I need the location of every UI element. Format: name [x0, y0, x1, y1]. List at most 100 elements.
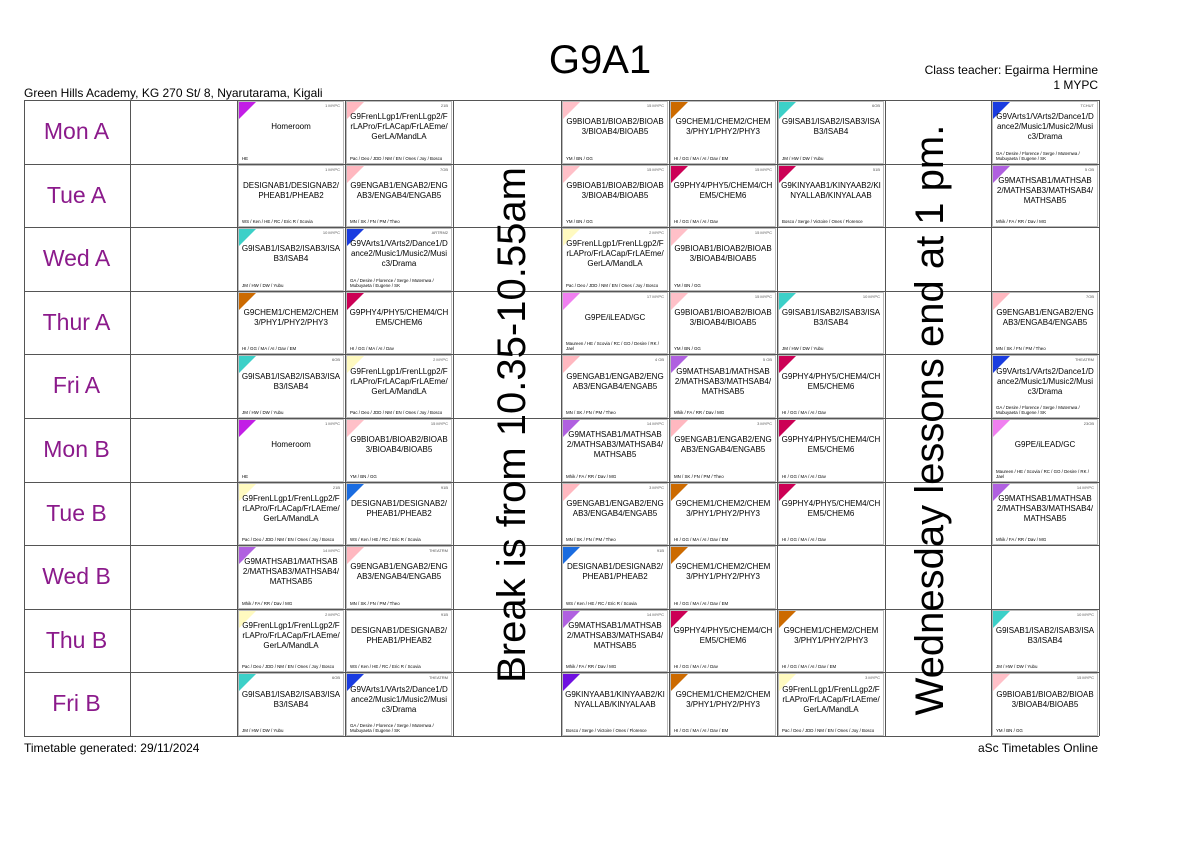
lesson-cell[interactable]: 91B DESIGNAB1/DESIGNAB2/PHEAB1/PHEAB2 WS /…	[346, 609, 452, 673]
subject-color-marker	[779, 483, 796, 501]
lesson-cell[interactable]: 14 MYPC G9MATHSAB1/MATHSAB2/MATHSAB3/MATH…	[562, 419, 668, 482]
grid-hline	[24, 163, 1099, 165]
subject-color-marker	[671, 420, 688, 437]
subject-color-marker	[347, 229, 364, 247]
lesson-cell[interactable]: 91B DESIGNAB1/DESIGNAB2/PHEAB1/PHEAB2 WS /…	[562, 546, 668, 609]
lesson-cell[interactable]: 1 MYPC Homeroom HE	[238, 101, 344, 164]
lesson-cell[interactable]: 15 MYPC G9PHY4/PHY5/CHEM4/CHEM5/CHEM6 HI /…	[670, 164, 776, 228]
lesson-subject: G9PHY4/PHY5/CHEM4/CHEM5/CHEM6	[781, 371, 881, 391]
lesson-cell[interactable]: 6OB G9ISAB1/ISAB2/ISAB3/ISAB3/ISAB4 JM / H…	[238, 673, 344, 736]
lesson-cell[interactable]: 10 MYPC G9ISAB1/ISAB2/ISAB3/ISAB3/ISAB4 JM…	[992, 609, 1098, 673]
subject-color-marker	[239, 547, 256, 565]
lesson-cell[interactable]: 2 MYPC G9FrenLLgp1/FrenLLgp2/FrLAPro/FrLA…	[238, 609, 344, 673]
lesson-room: 14 MYPC	[1076, 484, 1094, 490]
lesson-cell[interactable]: 7OB G9ENGAB1/ENGAB2/ENGAB3/ENGAB4/ENGAB5 M…	[346, 164, 452, 228]
lesson-cell[interactable]: THEATRM G9VArts1/VArts2/Dance1/Dance2/Mus…	[346, 673, 452, 736]
day-label: Wed B	[42, 563, 111, 590]
lesson-room: 15 MYPC	[646, 103, 664, 108]
lesson-cell[interactable]: THEATRM G9VArts1/VArts2/Dance1/Dance2/Mus…	[992, 355, 1098, 418]
lesson-cell[interactable]: G9PHY4/PHY5/CHEM4/CHEM5/CHEM6 HI / GG / M…	[670, 609, 776, 673]
lesson-cell[interactable]: 3 MYPC G9ENGAB1/ENGAB2/ENGAB3/ENGAB4/ENGA…	[562, 482, 668, 546]
lesson-room: 15 MYPC	[754, 293, 772, 299]
lesson-cell[interactable]: TCHUT G9VArts1/VArts2/Dance1/Dance2/Music…	[992, 101, 1098, 164]
lesson-cell[interactable]: 4 OB G9ENGAB1/ENGAB2/ENGAB3/ENGAB4/ENGAB5…	[562, 355, 668, 418]
lesson-teachers: MN / SK / FN / PM / Theo	[350, 600, 400, 606]
lesson-room: 17 MYPC	[646, 293, 664, 299]
lesson-cell[interactable]: G9CHEM1/CHEM2/CHEM3/PHY1/PHY2/PHY3 HI / G…	[778, 609, 884, 673]
day-label: Mon B	[43, 436, 110, 462]
lesson-cell[interactable]: G9PHY4/PHY5/CHEM4/CHEM5/CHEM6 HI / GG / M…	[778, 482, 884, 546]
lesson-cell[interactable]: 15 MYPC G9BIOAB1/BIOAB2/BIOAB3/BIOAB4/BIO…	[562, 101, 668, 164]
subject-color-marker	[779, 356, 796, 374]
class-teacher: Class teacher: Egairma Hermine	[924, 63, 1098, 77]
lesson-cell[interactable]: 23OB G9PE/iLEAD/GC Maureen / HE / Scovia /…	[992, 419, 1098, 482]
day-label: Thu B	[45, 626, 108, 653]
lesson-cell[interactable]: 15 MYPC G9BIOAB1/BIOAB2/BIOAB3/BIOAB4/BIO…	[670, 228, 776, 291]
lesson-cell[interactable]: G9PHY4/PHY5/CHEM4/CHEM5/CHEM6 HI / GG / M…	[778, 419, 884, 482]
lesson-cell[interactable]: 1 MYPC Homeroom HE	[238, 419, 344, 482]
lesson-cell[interactable]: 1 MYPC DESIGNAB1/DESIGNAB2/PHEAB1/PHEAB2 W…	[238, 164, 344, 228]
day-label: Mon A	[43, 118, 110, 144]
lesson-cell[interactable]: 3 MYPC G9FrenLLgp1/FrenLLgp2/FrLAPro/FrLA…	[778, 673, 884, 736]
lesson-cell[interactable]: 91B DESIGNAB1/DESIGNAB2/PHEAB1/PHEAB2 WS /…	[346, 482, 452, 546]
lesson-room: 14 MYPC	[322, 548, 340, 554]
lesson-room: 10 MYPC	[862, 293, 880, 299]
lesson-cell[interactable]: G9KINYAAB1/KINYAAB2/KINYALLAB/KINYALAAB B…	[562, 673, 668, 736]
lesson-cell[interactable]: G9PHY4/PHY5/CHEM4/CHEM5/CHEM6 HI / GG / M…	[346, 291, 452, 355]
lesson-cell[interactable]: 2 MYPC G9FrenLLgp1/FrenLLgp2/FrLAPro/FrLA…	[346, 355, 452, 418]
lesson-cell[interactable]: 15 MYPC G9BIOAB1/BIOAB2/BIOAB3/BIOAB4/BIO…	[562, 164, 668, 228]
day-label: Fri B	[52, 690, 101, 717]
lesson-cell[interactable]: THEATRM G9ENGAB1/ENGAB2/ENGAB3/ENGAB4/ENG…	[346, 546, 452, 609]
lesson-room: 6OB	[331, 357, 340, 363]
lesson-subject: G9FrenLLgp1/FrenLLgp2/FrLAPro/FrLACap/Fr…	[782, 684, 880, 714]
lesson-cell[interactable]: 14 MYPC G9MATHSAB1/MATHSAB2/MATHSAB3/MATH…	[562, 609, 668, 673]
lesson-subject: G9ENGAB1/ENGAB2/ENGAB3/ENGAB4/ENGAB5	[350, 180, 448, 200]
lesson-cell[interactable]: G9PHY4/PHY5/CHEM4/CHEM5/CHEM6 HI / GG / M…	[778, 355, 884, 418]
lesson-teachers: WS / Ken / HE / RC / Eric R / Scovia	[566, 600, 637, 606]
lesson-cell[interactable]: 6OB G9ISAB1/ISAB2/ISAB3/ISAB3/ISAB4 JM / H…	[238, 355, 344, 418]
subject-color-marker	[347, 102, 364, 119]
lesson-cell[interactable]: ARTRM2 G9VArts1/VArts2/Dance1/Dance2/Musi…	[346, 228, 452, 291]
lesson-cell[interactable]: 21B G9FrenLLgp1/FrenLLgp2/FrLAPro/FrLACap…	[346, 101, 452, 164]
lesson-cell[interactable]: G9CHEM1/CHEM2/CHEM3/PHY1/PHY2/PHY3 HI / G…	[670, 101, 776, 164]
lesson-cell[interactable]: 5 OB G9MATHSAB1/MATHSAB2/MATHSAB3/MATHSAB…	[670, 355, 776, 418]
lesson-subject: G9FrenLLgp1/FrenLLgp2/FrLAPro/FrLACap/Fr…	[566, 239, 664, 269]
lesson-cell[interactable]: G9CHEM1/CHEM2/CHEM3/PHY1/PHY2/PHY3 HI / G…	[670, 546, 776, 609]
lesson-room: TCHUT	[1080, 103, 1094, 108]
lesson-cell[interactable]: 6OB G9ISAB1/ISAB2/ISAB3/ISAB3/ISAB4 JM / H…	[778, 101, 884, 164]
lesson-cell[interactable]: 17 MYPC G9PE/iLEAD/GC Maureen / HE / Scovi…	[562, 291, 668, 355]
lesson-room: 91B	[656, 548, 664, 554]
subject-color-marker	[563, 547, 580, 565]
lesson-cell[interactable]: 2 MYPC G9FrenLLgp1/FrenLLgp2/FrLAPro/FrLA…	[562, 228, 668, 291]
lesson-teachers: JM / HW / DW / Yubu	[242, 727, 284, 733]
lesson-cell[interactable]: 51B G9KINYAAB1/KINYAAB2/KINYALLAB/KINYALA…	[778, 164, 884, 228]
lesson-cell[interactable]: 10 MYPC G9ISAB1/ISAB2/ISAB3/ISAB3/ISAB4 JM…	[778, 291, 884, 355]
lesson-cell[interactable]: 15 MYPC G9BIOAB1/BIOAB2/BIOAB3/BIOAB4/BIO…	[670, 291, 776, 355]
subject-color-marker	[347, 356, 364, 374]
lesson-room: 15 MYPC	[754, 230, 772, 236]
lesson-teachers: WS / Ken / HE / RC / Eric R / Scovia	[242, 219, 313, 225]
lesson-cell[interactable]: G9CHEM1/CHEM2/CHEM3/PHY1/PHY2/PHY3 HI / G…	[670, 673, 776, 736]
lesson-subject: G9FrenLLgp1/FrenLLgp2/FrLAPro/FrLACap/Fr…	[350, 112, 448, 142]
lesson-cell[interactable]: G9CHEM1/CHEM2/CHEM3/PHY1/PHY2/PHY3 HI / G…	[670, 482, 776, 546]
lesson-subject: G9CHEM1/CHEM2/CHEM3/PHY1/PHY2/PHY3	[675, 562, 771, 582]
lesson-teachers: JM / HW / DW / Yubu	[996, 664, 1038, 670]
lesson-cell[interactable]: 14 MYPC G9MATHSAB1/MATHSAB2/MATHSAB3/MATH…	[992, 482, 1098, 546]
lesson-cell[interactable]: 15 MYPC G9BIOAB1/BIOAB2/BIOAB3/BIOAB4/BIO…	[992, 673, 1098, 736]
lesson-cell[interactable]: G9CHEM1/CHEM2/CHEM3/PHY1/PHY2/PHY3 HI / G…	[238, 291, 344, 355]
lesson-cell[interactable]: 7OB G9ENGAB1/ENGAB2/ENGAB3/ENGAB4/ENGAB5 M…	[992, 291, 1098, 355]
lesson-room: 23OB	[1083, 421, 1094, 426]
lesson-subject: G9BIOAB1/BIOAB2/BIOAB3/BIOAB4/BIOAB5	[350, 435, 448, 455]
subject-color-marker	[993, 610, 1010, 628]
subject-color-marker	[347, 420, 364, 437]
subject-color-marker	[993, 356, 1010, 374]
lesson-cell[interactable]: 5 OB G9MATHSAB1/MATHSAB2/MATHSAB3/MATHSAB…	[992, 164, 1098, 228]
lesson-cell[interactable]: 10 MYPC G9ISAB1/ISAB2/ISAB3/ISAB3/ISAB4 JM…	[238, 228, 344, 291]
lesson-cell[interactable]: 14 MYPC G9MATHSAB1/MATHSAB2/MATHSAB3/MATH…	[238, 546, 344, 609]
lesson-cell[interactable]: 21B G9FrenLLgp1/FrenLLgp2/FrLAPro/FrLACap…	[238, 482, 344, 546]
lesson-cell[interactable]: 3 MYPC G9ENGAB1/ENGAB2/ENGAB3/ENGAB4/ENGA…	[670, 419, 776, 482]
lesson-cell[interactable]: 15 MYPC G9BIOAB1/BIOAB2/BIOAB3/BIOAB4/BIO…	[346, 419, 452, 482]
lesson-teachers: Mhik / FA / RR / Dav / MG	[566, 664, 617, 670]
lesson-room: 14 MYPC	[646, 421, 664, 426]
subject-color-marker	[671, 610, 688, 628]
